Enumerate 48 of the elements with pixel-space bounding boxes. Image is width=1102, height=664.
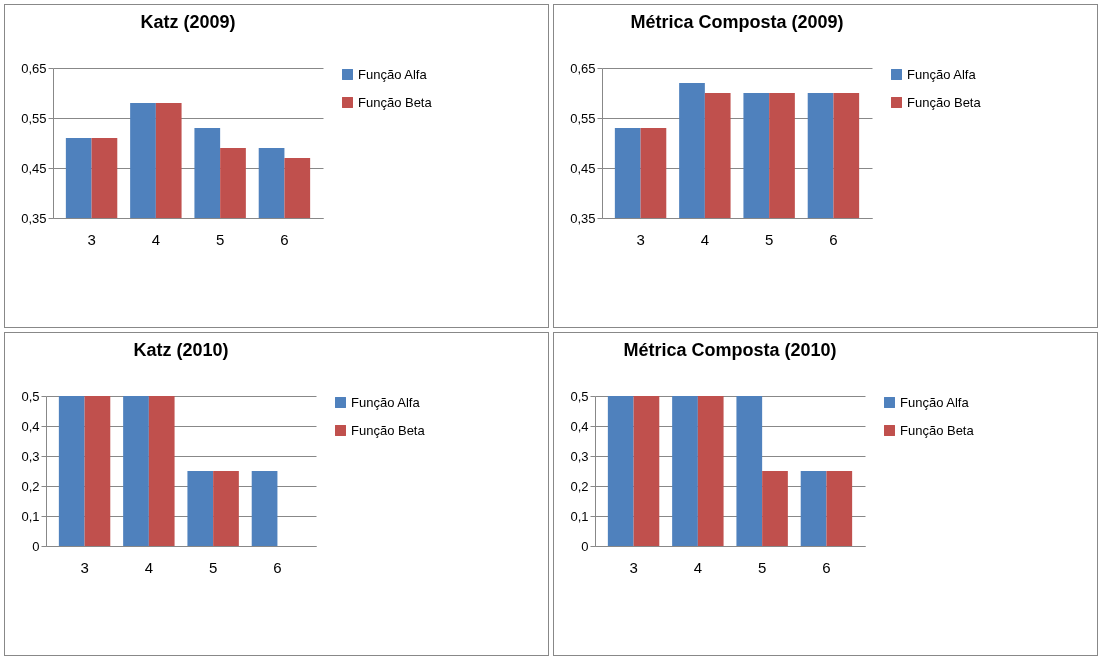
y-tick-label: 0,2 [21, 478, 40, 494]
x-tick-label: 6 [280, 230, 289, 248]
y-tick-label: 0,3 [21, 448, 40, 464]
y-tick-label: 0,4 [570, 418, 589, 434]
chart-title: Katz (2010) [133, 340, 229, 360]
y-tick-label: 0,55 [21, 110, 47, 126]
y-tick-label: 0,45 [21, 160, 47, 176]
legend-label: Função Alfa [358, 66, 428, 82]
chart-title: Katz (2009) [140, 12, 236, 32]
y-tick-label: 0,5 [570, 388, 589, 404]
legend-label: Função Beta [900, 422, 975, 438]
legend-label: Função Beta [351, 422, 426, 438]
x-tick-label: 5 [208, 558, 218, 576]
x-tick-label: 5 [215, 230, 225, 248]
y-tick-label: 0,45 [570, 160, 596, 176]
y-tick-label: 0,65 [570, 60, 596, 76]
legend-label: Função Alfa [900, 394, 970, 410]
x-tick-label: 5 [764, 230, 774, 248]
y-tick-label: 0,1 [21, 508, 40, 524]
y-tick-label: 0,1 [570, 508, 589, 524]
chart-title: Métrica Composta (2009) [630, 12, 844, 32]
x-tick-label: 3 [636, 230, 645, 248]
y-tick-label: 0 [32, 538, 40, 554]
x-tick-label: 4 [151, 230, 161, 248]
chart-title: Métrica Composta (2010) [623, 340, 837, 360]
y-tick-label: 0,35 [570, 210, 596, 226]
x-tick-label: 3 [87, 230, 96, 248]
legend-label: Função Alfa [351, 394, 421, 410]
y-tick-label: 0,4 [21, 418, 40, 434]
legend-label: Função Beta [358, 94, 433, 110]
x-tick-label: 6 [822, 558, 831, 576]
x-tick-label: 5 [757, 558, 767, 576]
y-tick-label: 0,3 [570, 448, 589, 464]
y-tick-label: 0,55 [570, 110, 596, 126]
x-tick-label: 4 [144, 558, 154, 576]
y-tick-label: 0,2 [570, 478, 589, 494]
x-tick-label: 3 [80, 558, 89, 576]
y-tick-label: 0,5 [21, 388, 40, 404]
x-tick-label: 6 [273, 558, 282, 576]
x-tick-label: 4 [693, 558, 703, 576]
y-tick-label: 0,65 [21, 60, 47, 76]
y-tick-label: 0,35 [21, 210, 47, 226]
legend-label: Função Alfa [907, 66, 977, 82]
x-tick-label: 3 [629, 558, 638, 576]
y-tick-label: 0 [581, 538, 589, 554]
x-tick-label: 4 [700, 230, 710, 248]
legend-label: Função Beta [907, 94, 982, 110]
x-tick-label: 6 [829, 230, 838, 248]
